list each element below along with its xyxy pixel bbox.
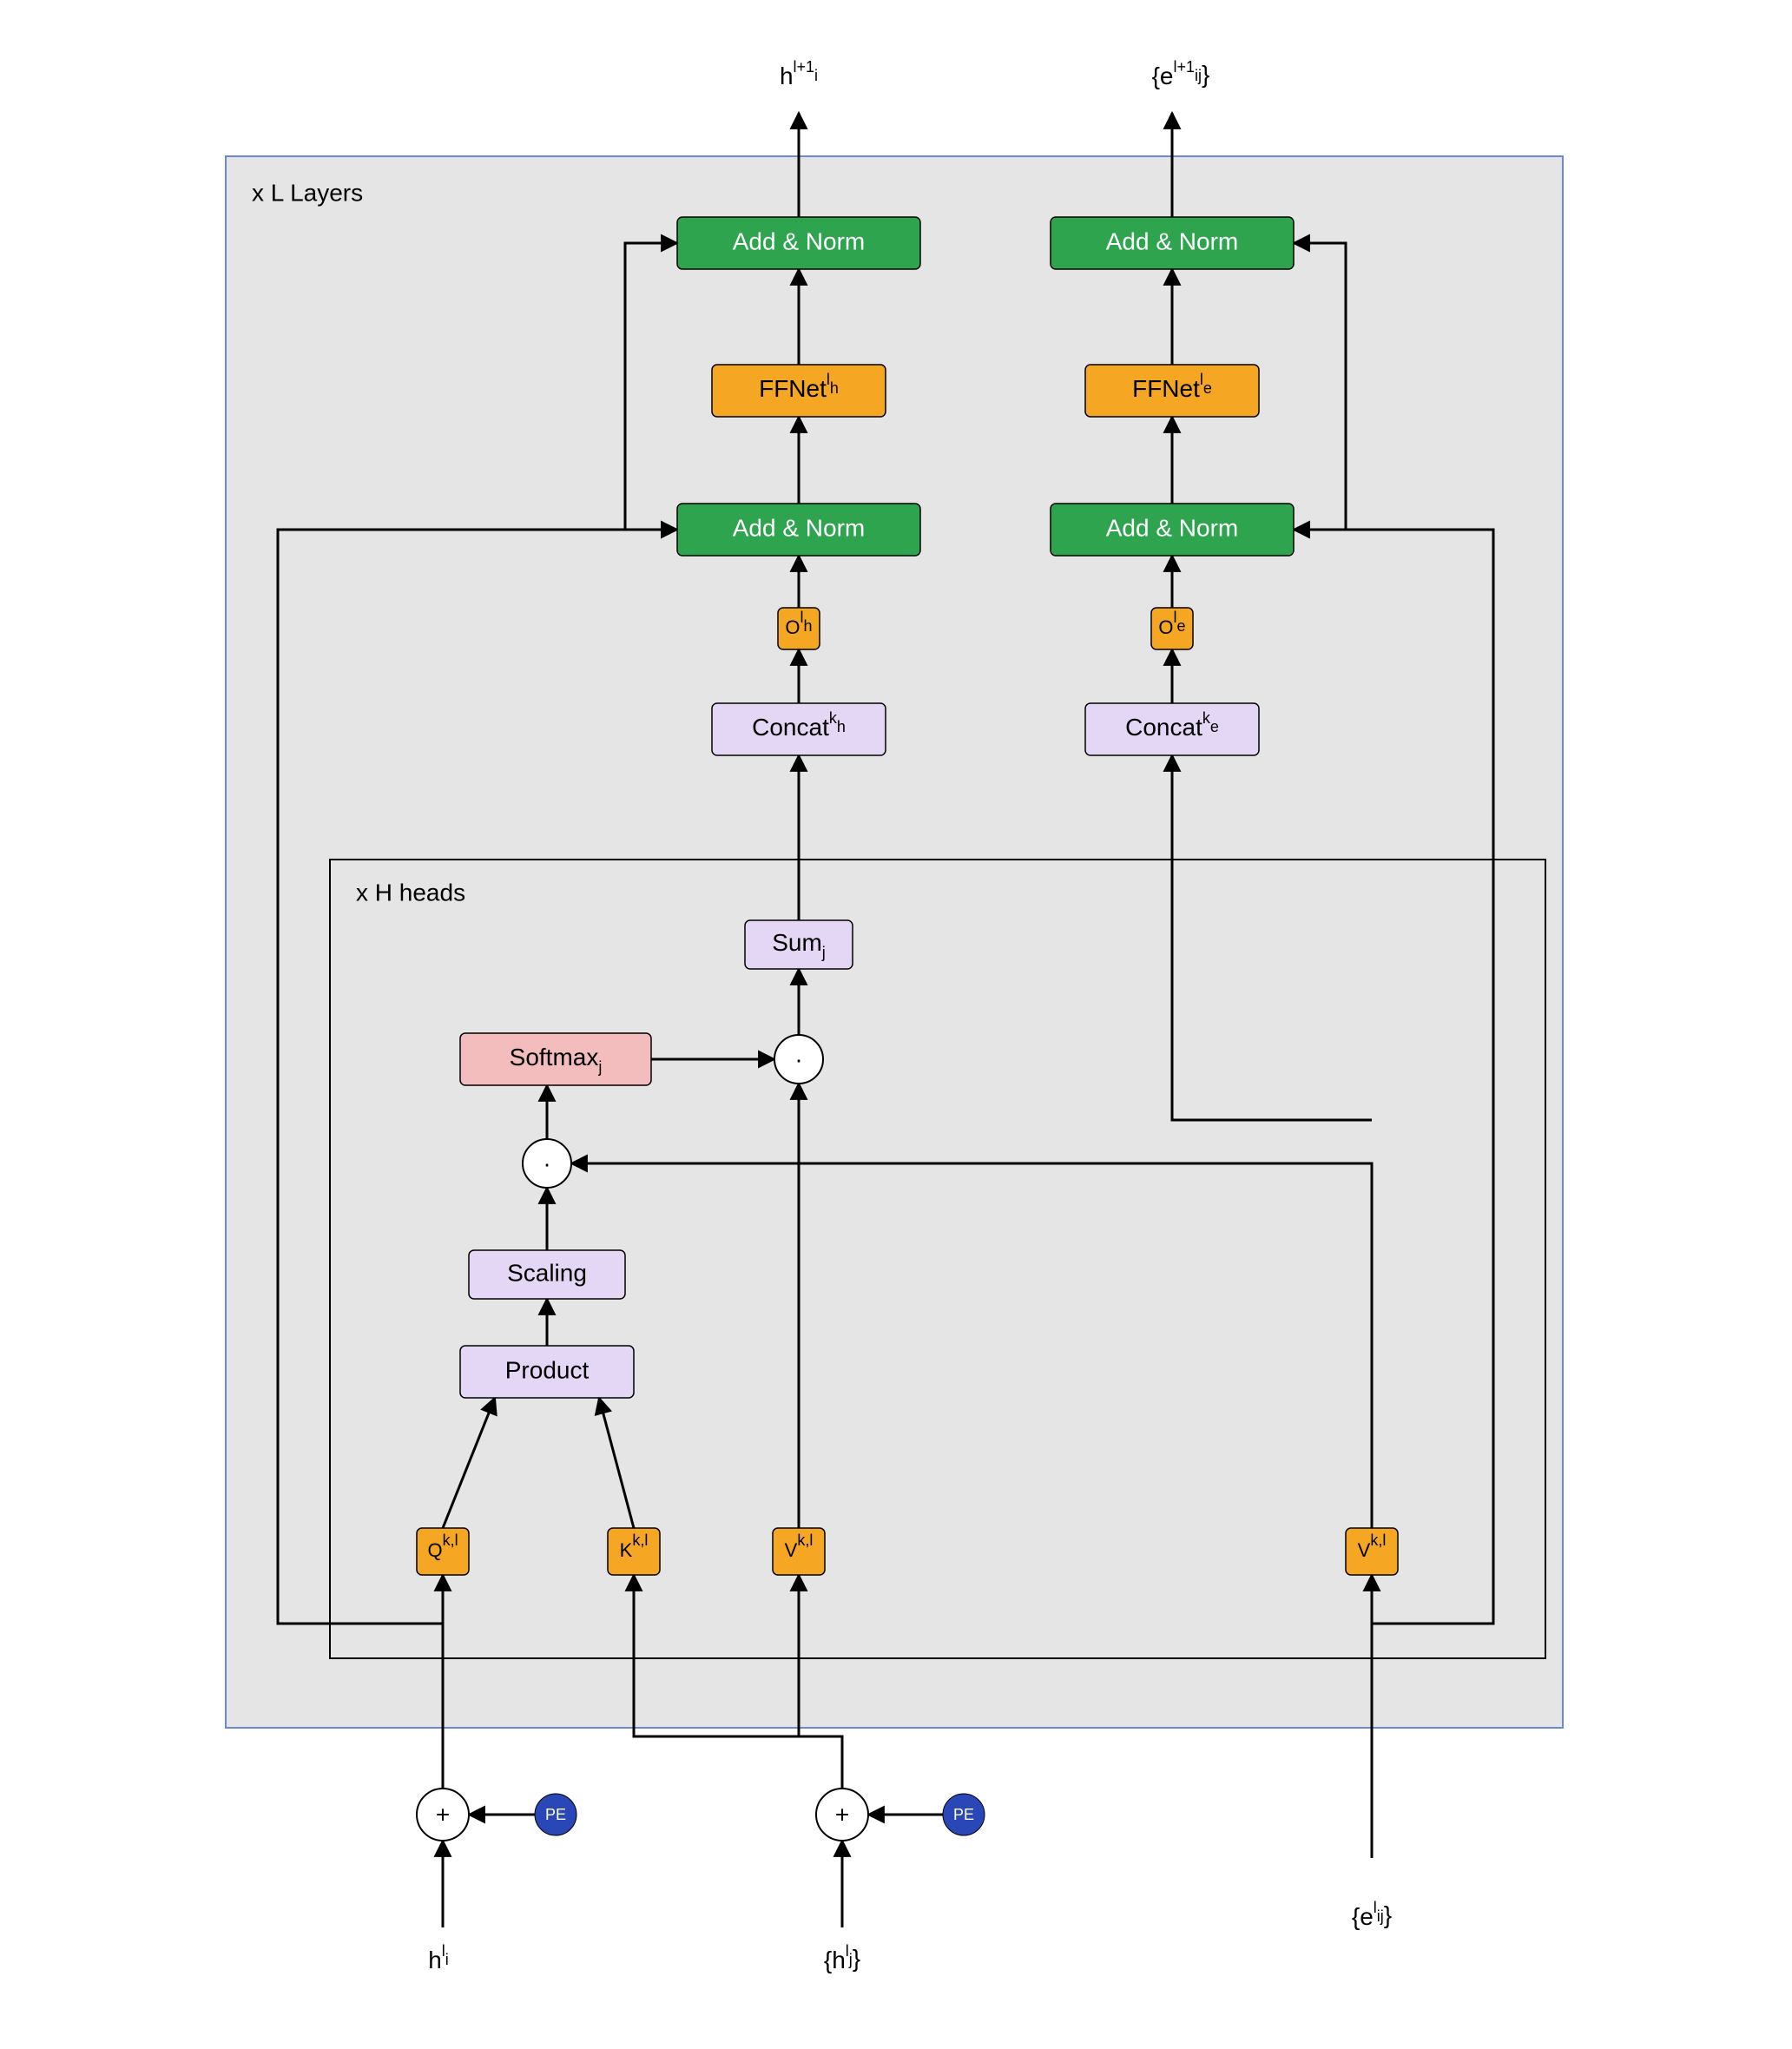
svg-text:Product: Product (505, 1356, 590, 1383)
svg-text:Add & Norm: Add & Norm (1106, 227, 1239, 254)
svg-text:Softmaxj: Softmaxj (510, 1044, 603, 1075)
svg-text:Scaling: Scaling (507, 1259, 587, 1286)
svg-text:+: + (436, 1801, 450, 1828)
svg-text:·: · (794, 1045, 802, 1072)
diagram-root: x L Layersx H headsAdd & NormAdd & NormF… (0, 0, 1792, 2049)
layers-frame (226, 156, 1563, 1728)
svg-text:+: + (835, 1801, 849, 1828)
svg-text:x L Layers: x L Layers (252, 179, 363, 206)
svg-text:{elij}: {elij} (1352, 1899, 1392, 1931)
svg-text:Add & Norm: Add & Norm (1106, 514, 1239, 541)
svg-text:·: · (543, 1150, 550, 1176)
svg-text:x H heads: x H heads (356, 879, 465, 906)
svg-text:PE: PE (953, 1806, 974, 1823)
svg-text:PE: PE (545, 1806, 566, 1823)
svg-text:Add & Norm: Add & Norm (733, 514, 866, 541)
svg-text:Add & Norm: Add & Norm (733, 227, 866, 254)
svg-text:{hlj}: {hlj} (824, 1942, 860, 1974)
svg-text:Sumj: Sumj (772, 929, 826, 960)
